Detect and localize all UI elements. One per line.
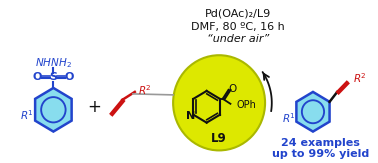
Text: S: S: [50, 72, 57, 82]
Text: O: O: [33, 72, 42, 82]
Text: $R^1$: $R^1$: [282, 111, 296, 125]
Text: DMF, 80 ºC, 16 h: DMF, 80 ºC, 16 h: [191, 22, 285, 31]
Circle shape: [173, 55, 265, 150]
Text: OPh: OPh: [236, 100, 256, 110]
Text: O: O: [65, 72, 74, 82]
Polygon shape: [35, 88, 71, 132]
Polygon shape: [296, 92, 330, 132]
Text: $R^1$: $R^1$: [20, 108, 34, 122]
Text: up to 99% yield: up to 99% yield: [272, 149, 369, 159]
Text: L9: L9: [211, 132, 227, 145]
Text: “under air”: “under air”: [207, 34, 270, 44]
Text: $R^2$: $R^2$: [138, 83, 152, 97]
Text: +: +: [88, 98, 102, 116]
Text: $NHNH_2$: $NHNH_2$: [35, 56, 72, 70]
Text: $R^2$: $R^2$: [353, 71, 366, 85]
Text: O: O: [228, 84, 237, 94]
Text: 24 examples: 24 examples: [281, 138, 360, 148]
Text: N: N: [186, 111, 195, 121]
Text: Pd(OAc)₂/L9: Pd(OAc)₂/L9: [205, 9, 271, 19]
